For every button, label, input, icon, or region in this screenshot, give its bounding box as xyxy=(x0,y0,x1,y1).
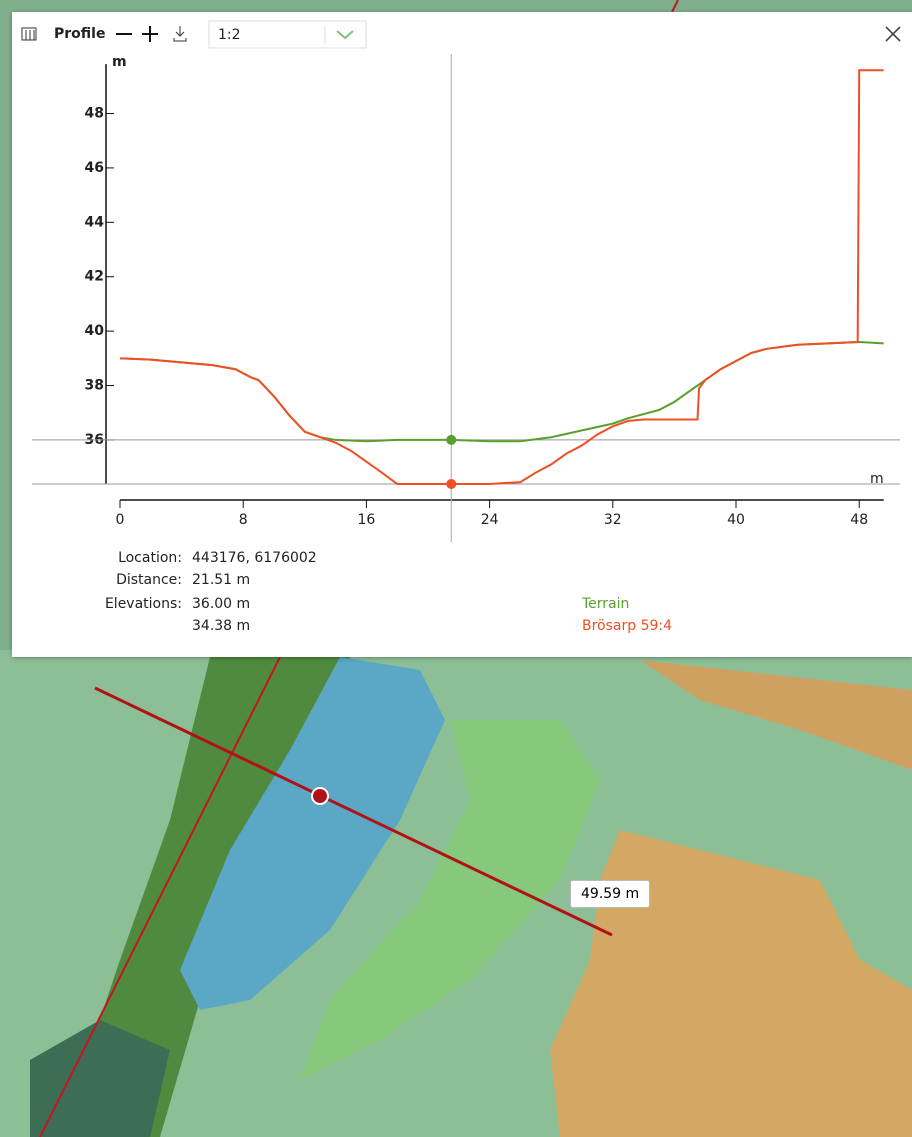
x-tick-label: 48 xyxy=(850,512,868,528)
zoom-in[interactable] xyxy=(142,26,158,42)
legend-entry: Brösarp 59:4 xyxy=(582,618,672,634)
x-tick-label: 0 xyxy=(116,512,125,528)
x-tick-label: 16 xyxy=(357,512,375,528)
readout-value: 34.38 m xyxy=(192,618,250,634)
readout-value: 21.51 m xyxy=(192,572,250,588)
y-tick-label: 48 xyxy=(85,106,104,122)
profile-icon xyxy=(22,28,36,40)
readout-value: 36.00 m xyxy=(192,596,250,612)
profile-line xyxy=(120,342,884,441)
scale-value: 1:2 xyxy=(218,27,241,43)
cursor-dot xyxy=(446,479,456,489)
page: 49.59 m Profile 1:2 m m Location: 443176… xyxy=(0,0,912,1137)
y-tick-label: 40 xyxy=(85,323,105,339)
y-tick-label: 42 xyxy=(85,269,104,285)
close-button[interactable] xyxy=(886,27,900,41)
download[interactable] xyxy=(174,26,186,41)
length-label: 49.59 m xyxy=(570,880,650,908)
profile-line xyxy=(120,70,884,484)
x-axis-unit: m xyxy=(870,471,884,487)
readout-label: Elevations: xyxy=(105,596,182,612)
profile-panel: Profile 1:2 m m Location: 443176, 617600… xyxy=(12,12,912,657)
y-tick-label: 46 xyxy=(85,160,104,176)
x-tick-label: 8 xyxy=(239,512,248,528)
y-axis-unit: m xyxy=(112,54,127,70)
cursor-dot xyxy=(446,435,456,445)
profile-chart: Profile 1:2 m m Location: 443176, 617600… xyxy=(12,12,912,657)
readout-label: Distance: xyxy=(116,572,182,588)
toolbar-title: Profile xyxy=(54,26,105,42)
x-tick-label: 40 xyxy=(727,512,745,528)
readout-label: Location: xyxy=(118,550,182,566)
x-tick-label: 32 xyxy=(604,512,622,528)
legend-entry: Terrain xyxy=(581,596,629,612)
y-tick-label: 44 xyxy=(85,214,105,230)
readout-value: 443176, 6176002 xyxy=(192,550,317,566)
y-tick-label: 38 xyxy=(85,378,104,394)
x-tick-label: 24 xyxy=(481,512,499,528)
